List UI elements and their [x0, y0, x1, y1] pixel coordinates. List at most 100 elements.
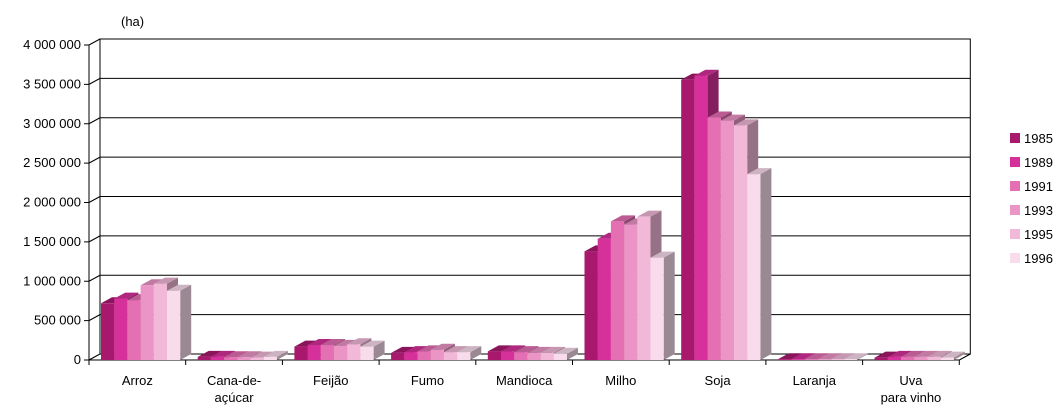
- bar-top: [707, 111, 732, 118]
- legend-label: 1991: [1024, 179, 1053, 194]
- bar-top: [804, 353, 829, 360]
- bar-top: [140, 279, 165, 286]
- bar-front: [347, 344, 361, 360]
- bar-front: [940, 357, 954, 360]
- bar-side: [180, 284, 192, 360]
- legend-label: 1996: [1024, 251, 1053, 266]
- bar-front: [210, 356, 225, 360]
- bar-top: [320, 339, 345, 346]
- bar-side: [663, 251, 675, 360]
- bar-front: [777, 359, 792, 360]
- legend-swatch: [1010, 205, 1020, 215]
- bar-top: [417, 345, 442, 352]
- bar-front: [914, 356, 928, 360]
- legend-label: 1989: [1024, 155, 1053, 170]
- bar-front: [320, 345, 334, 360]
- bar-top: [830, 353, 855, 360]
- bar-Arroz-1996: [167, 284, 192, 360]
- bar-front: [597, 238, 611, 360]
- y-tick-label: 1 500 000: [23, 234, 81, 249]
- bar-top: [527, 346, 552, 353]
- legend-item-1989: 1989: [1010, 155, 1053, 170]
- grid-depth-line: [88, 235, 101, 243]
- legend-swatch: [1010, 133, 1020, 143]
- bar-front: [140, 285, 154, 360]
- bar-top: [294, 340, 319, 347]
- bar-top: [307, 339, 332, 346]
- bar-top: [694, 69, 719, 76]
- bar-Mandioca-1996: [553, 347, 578, 360]
- bar-top: [817, 353, 842, 360]
- bar-Feijão-1996: [360, 340, 385, 360]
- bar-front: [430, 349, 444, 360]
- grid-depth-line: [88, 196, 101, 203]
- x-tick-label: Laranja: [793, 373, 837, 388]
- y-tick-label: 1 000 000: [23, 273, 81, 288]
- bar-top: [224, 351, 249, 358]
- x-axis-labels: Arroz Cana-de-açúcar Feijão Fumo Mandioca Mil…: [88, 360, 960, 405]
- bar-top: [404, 346, 429, 353]
- bar-front: [734, 125, 748, 360]
- bar-top: [237, 351, 262, 358]
- legend-item-1995: 1995: [1010, 227, 1053, 242]
- grid-depth-line: [88, 314, 101, 322]
- bar-top: [553, 347, 578, 354]
- bar-top: [334, 339, 359, 346]
- legend-swatch: [1010, 229, 1020, 239]
- bar-Cana-de-açúcar-1996: [263, 350, 288, 360]
- y-tick-label: 3 500 000: [23, 76, 81, 91]
- y-axis-ticks: 0 500 000 1 000 000 1 500 000 2 000 000 2 500…: [23, 37, 89, 367]
- bar-front: [127, 300, 141, 360]
- x-tick-label: Milho: [605, 373, 636, 388]
- grid-depth-line: [88, 353, 101, 361]
- bar-front: [624, 224, 638, 360]
- bar-top: [487, 345, 512, 352]
- bar-front: [584, 251, 598, 360]
- bar-top: [843, 353, 869, 360]
- bar-front: [153, 283, 167, 360]
- bar-top: [360, 340, 385, 347]
- bar-front: [610, 221, 625, 360]
- x-tick-label: Arroz: [122, 373, 153, 388]
- bar-side: [373, 340, 385, 360]
- bar-Fumo-1996: [457, 346, 482, 360]
- bar-top: [940, 351, 965, 358]
- bar-top: [443, 346, 469, 353]
- bar-side: [470, 346, 482, 360]
- bar-Milho-1996: [650, 251, 675, 360]
- bar-front: [514, 352, 528, 360]
- bar-top: [347, 338, 372, 345]
- bar-side: [276, 350, 288, 360]
- bar-front: [457, 352, 471, 360]
- bar-front: [747, 174, 761, 360]
- grid-depth-line: [88, 156, 101, 164]
- bar-top: [457, 346, 482, 353]
- legend-swatch: [1010, 157, 1020, 167]
- grid-depth-line: [88, 38, 101, 46]
- bar-front: [417, 351, 431, 360]
- bar-side: [760, 168, 772, 360]
- y-tick-label: 4 000 000: [23, 37, 81, 52]
- bar-front: [263, 356, 277, 360]
- x-tick-label: Fumo: [411, 373, 444, 388]
- bar-top: [263, 350, 288, 357]
- unit-label: (ha): [121, 14, 144, 29]
- legend-item-1991: 1991: [1010, 179, 1053, 194]
- bar-top: [501, 345, 526, 352]
- bar-top: [250, 351, 275, 358]
- bar-front: [501, 351, 515, 360]
- bar-front: [817, 359, 831, 360]
- bar-top: [391, 346, 416, 353]
- legend-label: 1993: [1024, 203, 1053, 218]
- bar-top: [927, 350, 952, 357]
- bar-front: [927, 356, 941, 360]
- bar-side: [567, 347, 578, 360]
- bar-front: [843, 359, 858, 360]
- x-tick-label: Cana-de-açúcar: [207, 373, 261, 405]
- legend-swatch: [1010, 181, 1020, 191]
- bar-side: [953, 351, 965, 360]
- bar-top: [914, 350, 939, 357]
- legend-item-1993: 1993: [1010, 203, 1053, 218]
- x-tick-label: Mandioca: [496, 373, 553, 388]
